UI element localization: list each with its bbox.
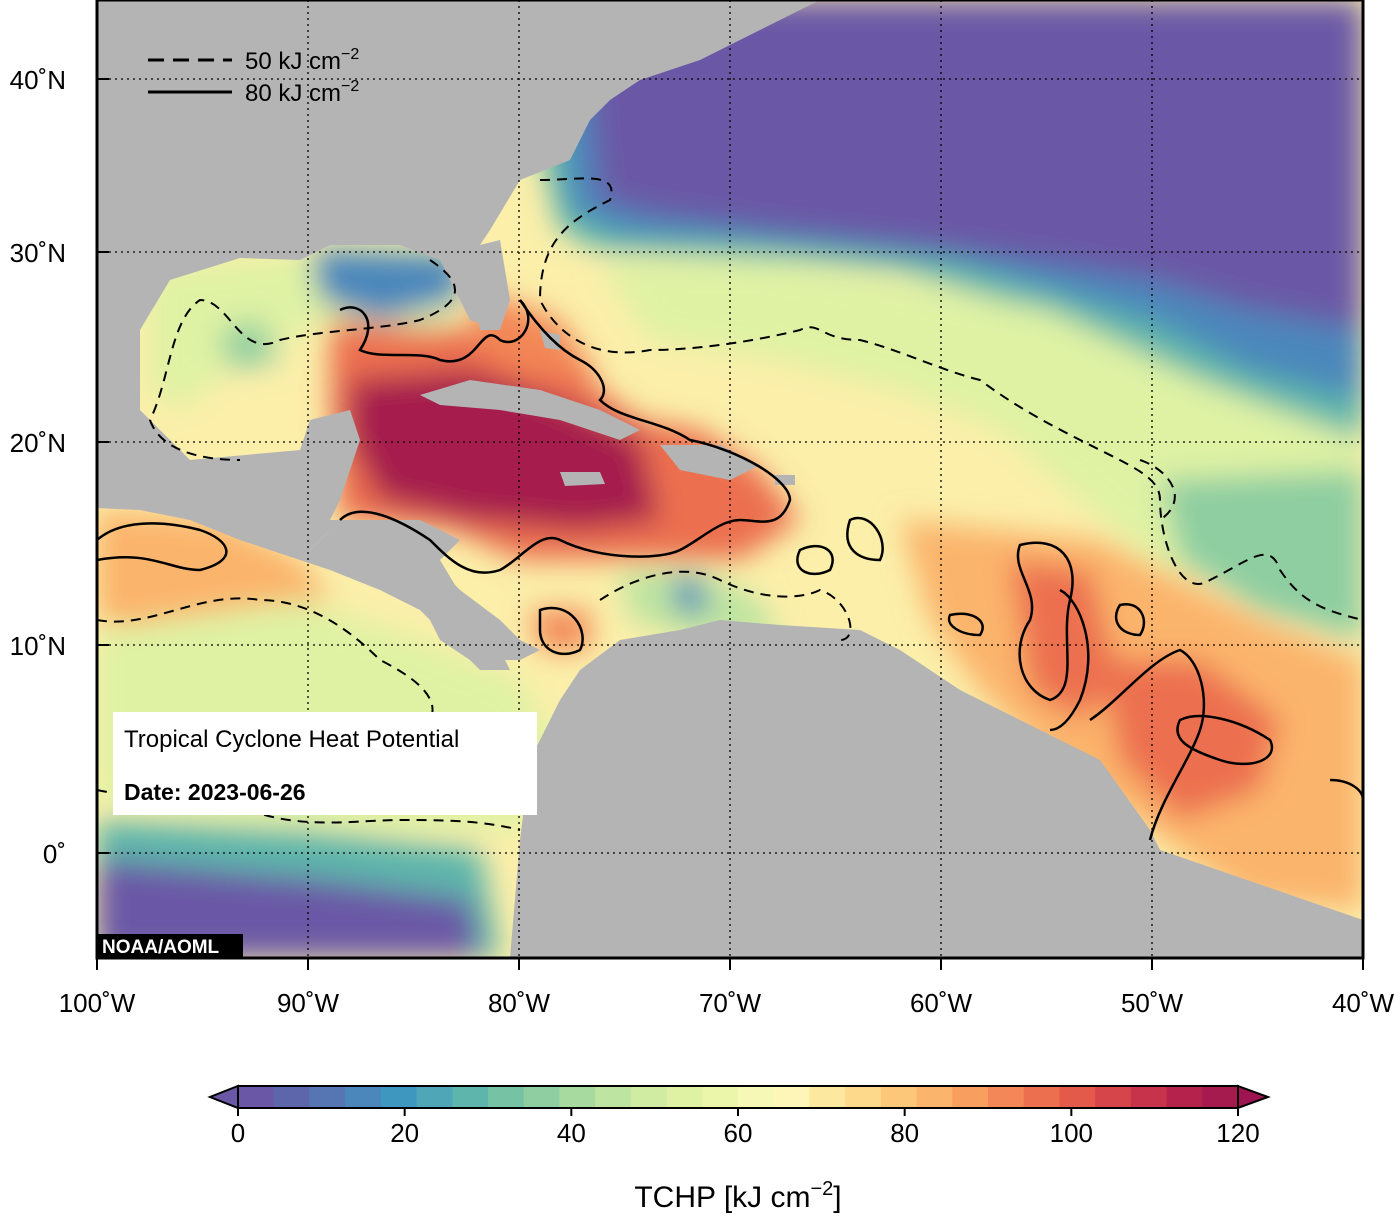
colorbar-tick-label: 60: [724, 1118, 753, 1148]
colorbar-segment: [380, 1086, 418, 1108]
lat-label: 30˚N: [10, 238, 66, 268]
lat-label: 40˚N: [10, 65, 66, 95]
colorbar-tick-label: 40: [557, 1118, 586, 1148]
colorbar-segment: [1166, 1086, 1203, 1108]
lat-label: 0˚: [43, 839, 66, 869]
legend-dashed-label: 50 kJ cm−2: [245, 46, 359, 75]
colorbar-segment: [1023, 1086, 1060, 1108]
colorbar-tick-label: 0: [231, 1118, 245, 1148]
colorbar-segment: [952, 1086, 989, 1108]
lon-label: 50˚W: [1121, 988, 1184, 1018]
lon-label: 80˚W: [488, 988, 551, 1018]
colorbar-label: TCHP [kJ cm−2]: [634, 1178, 841, 1214]
axis-ticks: [96, 78, 1364, 970]
colorbar-tick-label: 100: [1050, 1118, 1093, 1148]
colorbar-segment: [238, 1086, 275, 1108]
contour-legend: 50 kJ cm−2 80 kJ cm−2: [148, 46, 359, 107]
colorbar-segment: [559, 1086, 596, 1108]
lat-label: 10˚N: [10, 631, 66, 661]
credit-badge: NOAA/AOML: [97, 934, 243, 958]
land-masses: [97, 0, 1363, 958]
colorbar-tick-label: 20: [390, 1118, 419, 1148]
colorbar-segment: [738, 1086, 775, 1108]
colorbar-segment: [488, 1086, 525, 1108]
colorbar-over-arrow: [1237, 1084, 1271, 1110]
lat-label: 20˚N: [10, 428, 66, 458]
colorbar-segment: [630, 1086, 668, 1108]
colorbar-segment: [273, 1086, 310, 1108]
colorbar-segment: [523, 1086, 560, 1108]
colorbar-segment: [988, 1086, 1025, 1108]
colorbar-segment: [666, 1086, 703, 1108]
colorbar-segment: [773, 1086, 810, 1108]
map-title: Tropical Cyclone Heat Potential: [124, 726, 459, 753]
date-label: Date: 2023-06-26: [124, 779, 306, 805]
colorbar-segment: [452, 1086, 489, 1108]
credit-text: NOAA/AOML: [102, 937, 220, 958]
lon-label: 70˚W: [699, 988, 762, 1018]
legend-solid-label: 80 kJ cm−2: [245, 78, 359, 107]
colorbar-tick-label: 80: [890, 1118, 919, 1148]
longitude-labels: 100˚W 90˚W 80˚W 70˚W 60˚W 50˚W 40˚W: [59, 988, 1395, 1018]
latitude-labels: 40˚N 30˚N 20˚N 10˚N 0˚: [10, 65, 66, 869]
colorbar-segment: [809, 1086, 846, 1108]
colorbar-segment: [880, 1086, 918, 1108]
colorbar-segment: [309, 1086, 346, 1108]
lon-label: 40˚W: [1332, 988, 1395, 1018]
colorbar-tick-label: 120: [1216, 1118, 1259, 1148]
colorbar-segment: [845, 1086, 882, 1108]
ocean-heat-field: [97, 0, 1363, 958]
colorbar-segment: [1130, 1086, 1168, 1108]
colorbar-segment: [702, 1086, 739, 1108]
title-box: Tropical Cyclone Heat Potential Date: 20…: [113, 712, 537, 815]
colorbar-under-arrow: [207, 1084, 239, 1110]
colorbar-segment: [1202, 1086, 1239, 1108]
colorbar-segment: [416, 1086, 453, 1108]
lon-label: 60˚W: [910, 988, 973, 1018]
colorbar-segment: [345, 1086, 382, 1108]
colorbar-segment: [916, 1086, 953, 1108]
lon-label: 90˚W: [277, 988, 340, 1018]
lon-label: 100˚W: [59, 988, 136, 1018]
colorbar-segment: [1059, 1086, 1096, 1108]
colorbar-segment: [595, 1086, 632, 1108]
contour-80: [97, 299, 1363, 841]
colorbar: 0 20 40 60 80 100 120 TCHP [kJ cm−2]: [207, 1084, 1271, 1214]
colorbar-segment: [1095, 1086, 1132, 1108]
